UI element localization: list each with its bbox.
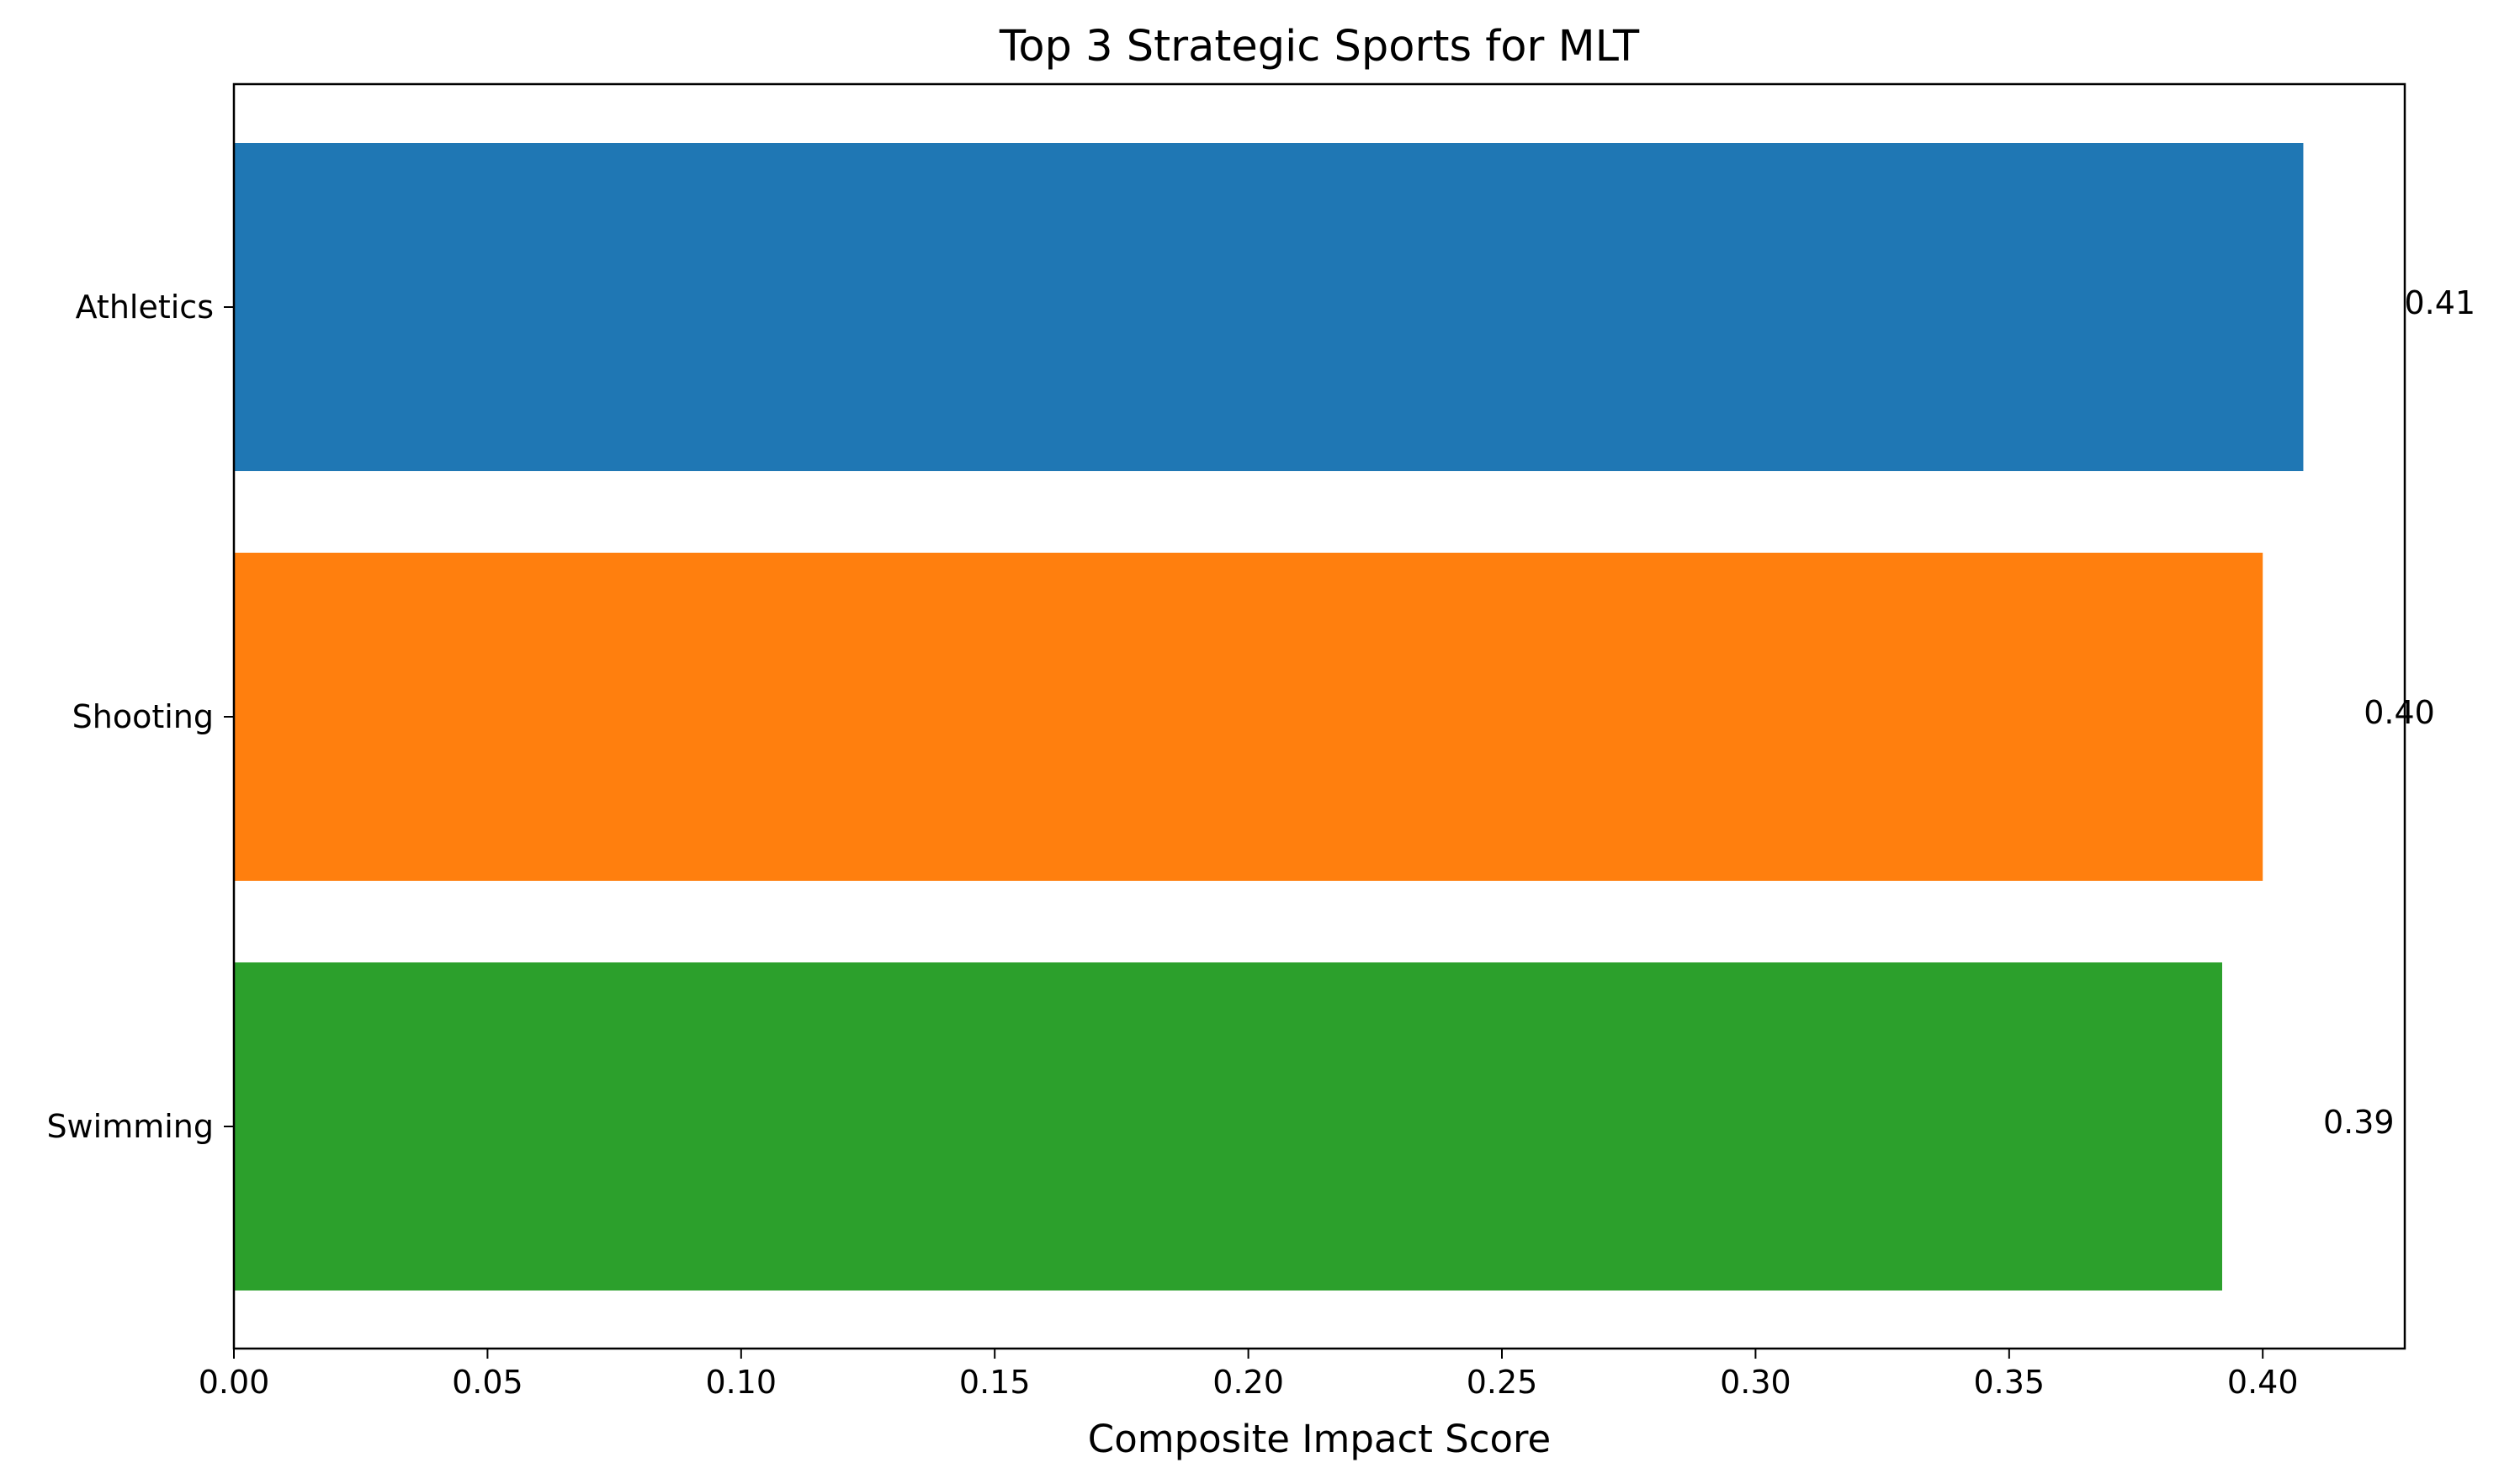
x-tick-label: 0.30 — [1720, 1364, 1791, 1401]
x-tick-label: 0.10 — [705, 1364, 777, 1401]
value-label-swimming: 0.39 — [2323, 1104, 2395, 1141]
value-label-athletics: 0.41 — [2404, 284, 2475, 321]
x-tick-label: 0.20 — [1212, 1364, 1284, 1401]
x-tick-label: 0.40 — [2227, 1364, 2299, 1401]
x-tick-label: 0.25 — [1467, 1364, 1538, 1401]
plot-frame — [232, 82, 2406, 1350]
x-tick-label: 0.05 — [452, 1364, 523, 1401]
bar-athletics — [234, 143, 2304, 471]
bars-layer — [234, 143, 2304, 1291]
bar-swimming — [234, 962, 2222, 1291]
value-label-shooting: 0.40 — [2364, 694, 2435, 731]
y-tick-label-swimming: Swimming — [46, 1108, 214, 1145]
labels-layer: Athletics 0.41 Shooting 0.40 Swimming 0.39 0.0… — [46, 284, 2475, 1401]
x-tick-label: 0.35 — [1974, 1364, 2045, 1401]
bar-shooting — [234, 553, 2263, 881]
axes-layer — [224, 82, 2406, 1359]
y-tick-label-shooting: Shooting — [72, 698, 214, 735]
chart-title: Top 3 Strategic Sports for MLT — [999, 22, 1640, 72]
x-axis-label: Composite Impact Score — [1088, 1417, 1551, 1461]
y-tick-label-athletics: Athletics — [76, 289, 214, 326]
x-tick-label: 0.15 — [959, 1364, 1031, 1401]
x-tick-label: 0.00 — [199, 1364, 270, 1401]
